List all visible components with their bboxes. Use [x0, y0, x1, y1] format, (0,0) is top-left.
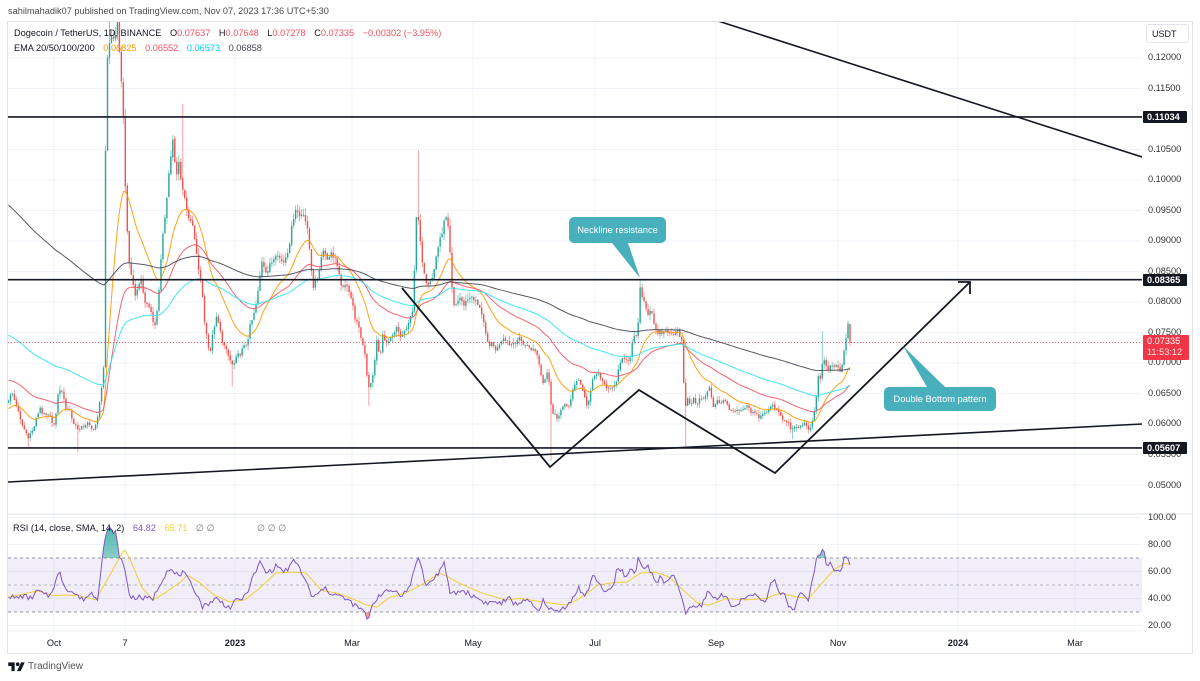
drawings[interactable]	[8, 21, 1142, 483]
rsi-tick-label: 40.00	[1148, 593, 1171, 603]
rsi-band-fill	[8, 558, 1142, 613]
ema-50-line	[8, 244, 851, 413]
time-tick-label: May	[464, 638, 482, 648]
rising-support-trend-line[interactable]	[8, 423, 1142, 483]
close-value: 0.07335	[320, 28, 355, 38]
close-key: C	[314, 28, 321, 38]
ema-lines	[8, 190, 851, 424]
time-tick-label: Oct	[46, 638, 62, 648]
callout-text: Double Bottom pattern	[893, 394, 987, 404]
ema-200-value: 0.06858	[228, 43, 262, 53]
last-price-value: 0.07335	[1147, 336, 1181, 346]
callout-text: Neckline resistance	[577, 225, 658, 235]
ema-50-value: 0.06552	[145, 43, 179, 53]
legend-high: H0.07648	[219, 28, 259, 38]
rsi-na-values-2: ∅ ∅ ∅	[257, 523, 287, 533]
time-tick-label: Sep	[707, 638, 725, 648]
ema-200-line	[8, 204, 851, 371]
callouts[interactable]	[569, 217, 996, 411]
open-value: 0.07637	[177, 28, 211, 38]
rsi-tick-label: 100.00	[1148, 511, 1177, 522]
callout-pointer[interactable]	[903, 346, 945, 387]
symbol-legend: Dogecoin / TetherUS, 1D, BINANCE O0.0763…	[14, 28, 447, 39]
currency-button[interactable]: USDT	[1146, 24, 1189, 43]
tradingview-logo-icon	[8, 662, 25, 672]
rsi-line	[8, 526, 851, 620]
legend-low: L0.07278	[267, 28, 305, 38]
symbol-title[interactable]: Dogecoin / TetherUS, 1D, BINANCE	[14, 28, 162, 38]
arrow-head-icon	[958, 281, 971, 294]
rsi-tick-label: 80.00	[1148, 538, 1171, 549]
footer-brand[interactable]: TradingView	[8, 661, 83, 672]
high-value: 0.07648	[225, 28, 259, 38]
time-tick-label: Mar	[1067, 638, 1083, 648]
time-tick-label: 2023	[224, 638, 246, 648]
price-tick-label: 0.05500	[1148, 448, 1182, 459]
rsi-label[interactable]: RSI (14, close, SMA, 14, 2)	[13, 523, 125, 533]
price-tick-label: 0.10000	[1148, 174, 1182, 185]
rsi-sma-value: 65.71	[164, 523, 188, 533]
callout-box[interactable]	[884, 387, 996, 411]
price-line-label: 0.11034	[1143, 110, 1187, 123]
grid-lines	[8, 22, 1142, 631]
ema-legend[interactable]: EMA 20/50/100/200 0.06825 0.06552 0.0657…	[14, 43, 268, 54]
bar-countdown: 11:53:12	[1147, 347, 1183, 357]
chart-panel	[7, 21, 1193, 654]
open-key: O	[169, 28, 178, 38]
price-tick-label: 0.10500	[1148, 143, 1182, 154]
callout-pointer[interactable]	[612, 243, 640, 278]
time-tick-label: 7	[122, 638, 128, 648]
price-tick-label: 0.06500	[1148, 387, 1182, 398]
change-value: −0.00302 (−3.95%)	[362, 28, 442, 38]
ema-100-value: 0.06573	[186, 43, 221, 53]
price-line-label: 0.05607	[1143, 441, 1187, 454]
price-tick-label: 0.11500	[1148, 82, 1181, 93]
price-tick-label: 0.09500	[1148, 204, 1182, 215]
rsi-band	[8, 557, 1142, 613]
callout-box[interactable]	[569, 217, 666, 243]
rsi-tick-label: 60.00	[1148, 566, 1171, 576]
ema-20-value: 0.06825	[103, 43, 137, 53]
price-tick-label: 0.06000	[1148, 418, 1182, 429]
time-tick-label: Mar	[344, 638, 360, 648]
rsi-sma-line	[8, 550, 851, 608]
price-tick-label: 0.12000	[1148, 52, 1182, 63]
ema-100-line	[8, 274, 851, 397]
time-tick-label: Nov	[829, 638, 847, 648]
publish-attribution: sahilmahadik07 published on TradingView.…	[8, 6, 329, 16]
candlestick-series	[8, 22, 851, 461]
rsi-na-values: ∅ ∅	[196, 523, 215, 533]
time-tick-label: 2024	[947, 638, 969, 648]
price-tick-label: 0.09000	[1148, 235, 1182, 246]
last-price-label: 0.07335 11:53:12	[1143, 335, 1189, 360]
price-tick-label: 0.08000	[1148, 296, 1182, 307]
low-value: 0.07278	[272, 28, 306, 38]
rsi-value: 64.82	[132, 523, 156, 533]
price-tick-label: 0.07000	[1148, 357, 1182, 368]
low-key: L	[267, 28, 273, 38]
legend-open: O0.07637	[170, 28, 210, 38]
legend-close: C0.07335	[314, 28, 354, 38]
rsi-legend[interactable]: RSI (14, close, SMA, 14, 2) 64.82 65.71 …	[13, 523, 292, 534]
price-tick-label: 0.07500	[1148, 326, 1182, 337]
rsi-tick-label: 20.00	[1148, 620, 1171, 630]
rsi-series	[8, 526, 851, 620]
high-key: H	[218, 28, 226, 38]
double-bottom-path[interactable]	[401, 281, 971, 475]
ema-label[interactable]: EMA 20/50/100/200	[14, 43, 95, 53]
up-candle-bodies	[8, 22, 849, 438]
brand-name: TradingView	[28, 661, 84, 672]
descending-resistance-trend-line[interactable]	[718, 21, 1142, 158]
price-line-label: 0.08365	[1143, 273, 1187, 286]
time-tick-label: Jul	[589, 638, 601, 648]
price-tick-label: 0.05000	[1148, 479, 1182, 490]
price-tick-label: 0.08500	[1148, 265, 1182, 276]
down-candle-bodies	[13, 22, 851, 439]
ema-20-line	[8, 190, 851, 424]
